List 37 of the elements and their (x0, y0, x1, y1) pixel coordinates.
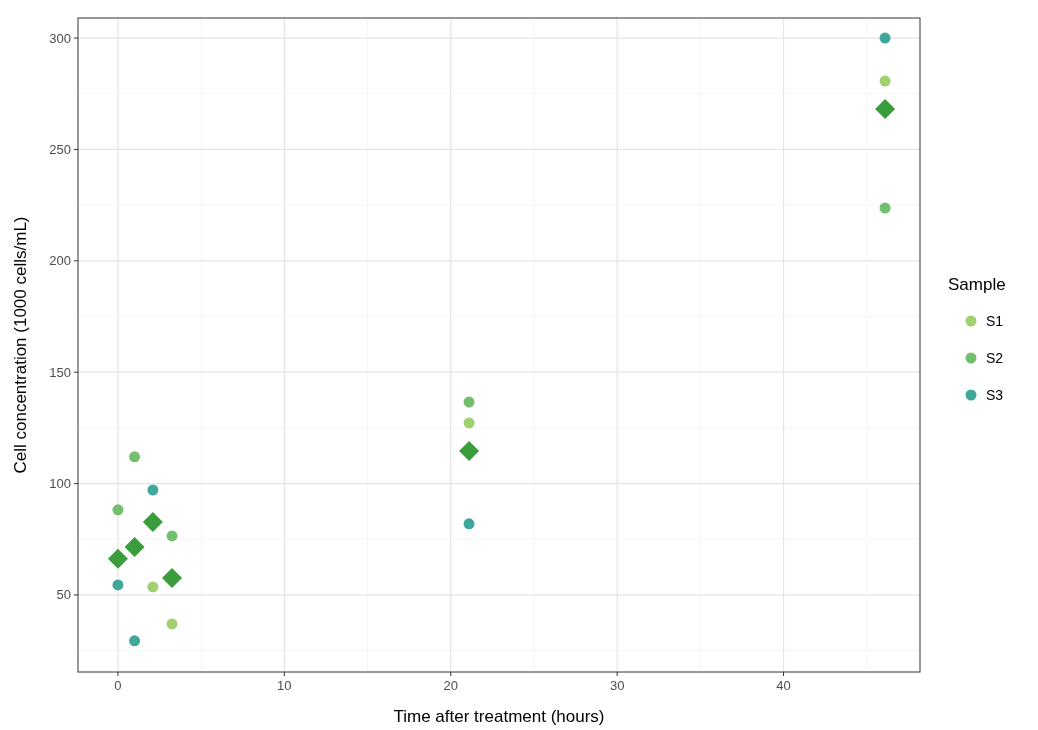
point (459, 441, 480, 462)
point (142, 512, 163, 533)
x-tick-label: 20 (443, 678, 458, 693)
x-tick-label: 10 (277, 678, 292, 693)
point (879, 202, 891, 214)
y-tick-label: 300 (49, 30, 71, 46)
point (875, 99, 896, 120)
x-axis-title: Time after treatment (hours) (393, 707, 605, 726)
point (879, 75, 891, 87)
y-tick-label: 200 (49, 253, 71, 269)
legend-title: Sample (948, 275, 1006, 294)
y-tick-label: 100 (49, 476, 71, 492)
y-tick-label: 50 (56, 587, 71, 603)
x-tick-label: 0 (114, 678, 122, 693)
legend-label: S3 (986, 387, 1004, 403)
y-tick-label: 150 (49, 364, 71, 380)
point (147, 581, 159, 593)
legend-label: S2 (986, 350, 1004, 366)
point (112, 504, 124, 516)
point (463, 417, 475, 429)
point (124, 537, 145, 558)
point (112, 579, 124, 591)
point (879, 32, 891, 44)
point (463, 518, 475, 530)
point (129, 451, 141, 463)
point (147, 484, 159, 496)
x-tick-label: 40 (776, 678, 791, 693)
x-tick-label: 30 (609, 678, 625, 693)
point (463, 396, 475, 408)
legend-label: S1 (986, 313, 1004, 329)
y-axis-title: Cell concentration (1000 cells/mL) (11, 216, 30, 474)
point (166, 618, 178, 630)
point (107, 548, 128, 569)
y-tick-label: 250 (49, 141, 71, 157)
point (166, 530, 178, 542)
point (129, 635, 141, 647)
point (162, 568, 183, 588)
